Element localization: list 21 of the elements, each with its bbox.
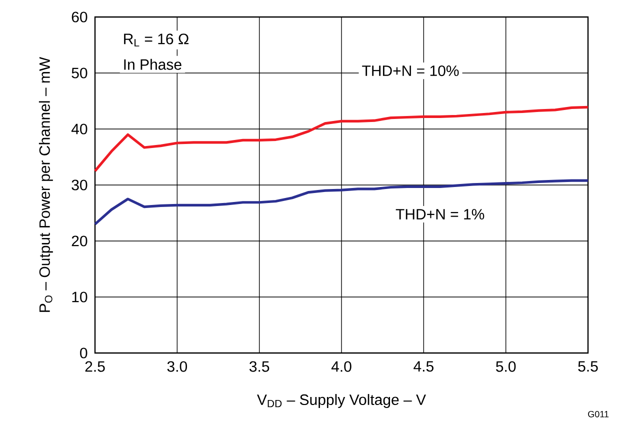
y-tick-label: 30 bbox=[72, 180, 88, 190]
annotation: THD+N = 1% bbox=[396, 208, 484, 220]
y-tick-label: 0 bbox=[80, 348, 88, 358]
x-tick-label: 4.0 bbox=[331, 361, 352, 372]
y-tick-label: 50 bbox=[72, 68, 88, 78]
x-tick-label: 2.5 bbox=[85, 361, 105, 372]
y-tick-label: 10 bbox=[72, 292, 88, 302]
x-tick-label: 3.0 bbox=[167, 361, 188, 372]
x-tick-label: 4.5 bbox=[414, 361, 434, 372]
y-tick-label: 60 bbox=[72, 12, 88, 22]
annotation: In Phase bbox=[124, 58, 182, 70]
x-tick-label: 5.0 bbox=[496, 361, 516, 372]
x-tick-label: 3.5 bbox=[249, 361, 270, 372]
x-axis-title: V$_{DD}$ – Supply Voltage – V bbox=[257, 394, 426, 408]
y-axis-title: P$_{O}$ – Output Power per Channel – mW bbox=[38, 56, 53, 312]
y-tick-label: 20 bbox=[72, 236, 88, 246]
x-tick-label: 5.5 bbox=[578, 361, 598, 372]
annotation: R$_{L}$ = 16 Ω bbox=[124, 34, 189, 46]
y-tick-label: 40 bbox=[71, 124, 88, 134]
text: G011 bbox=[588, 410, 609, 418]
annotation: THD+N = 10% bbox=[362, 65, 459, 76]
